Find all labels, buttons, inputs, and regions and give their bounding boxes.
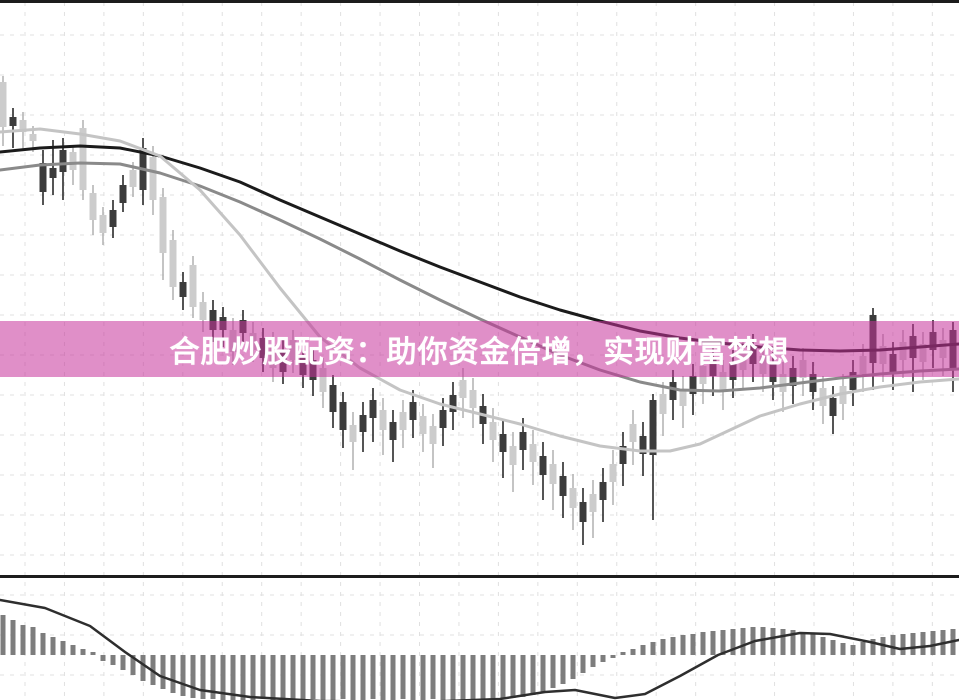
promo-banner: 合肥炒股配资：助你资金倍增，实现财富梦想 [0, 321, 959, 377]
frame-layer [0, 0, 959, 578]
ma-fast [0, 127, 959, 453]
indicator-layer [0, 598, 959, 700]
ma-mid [0, 161, 959, 393]
promo-banner-text: 合肥炒股配资：助你资金倍增，实现财富梦想 [169, 336, 790, 369]
